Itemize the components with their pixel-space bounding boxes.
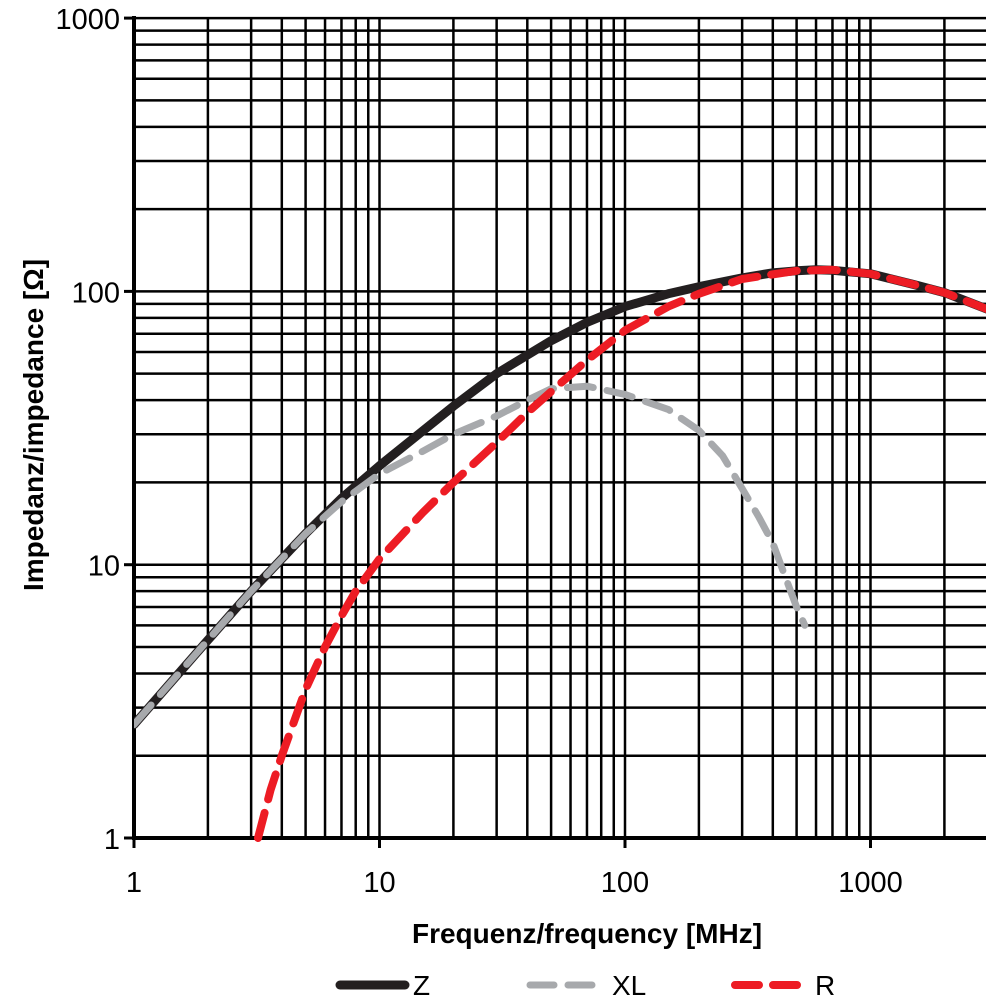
series-line-xl (134, 382, 809, 729)
x-tick-label: 1 (126, 867, 142, 899)
legend: Z XL R (335, 970, 835, 998)
legend-label-z: Z (413, 970, 430, 998)
legend-label-r: R (815, 970, 835, 998)
y-tick-label: 100 (72, 277, 120, 309)
grid-lines (132, 16, 986, 840)
y-tick-label: 1 (104, 824, 120, 856)
series-layer (134, 265, 986, 842)
x-tick-label: 1000 (838, 867, 903, 899)
axes (124, 16, 986, 848)
legend-label-xl: XL (612, 970, 646, 998)
series-line-r (254, 265, 986, 842)
y-axis-title: Impedanz/impedance [Ω] (18, 259, 49, 591)
y-tick-label: 1000 (55, 4, 120, 36)
y-tick-label: 10 (88, 551, 120, 583)
tick-labels: 1 10 100 1000 1 10 100 1000 (55, 4, 902, 899)
x-axis-title: Frequenz/frequency [MHz] (412, 918, 762, 949)
x-tick-label: 100 (601, 867, 649, 899)
x-tick-label: 10 (363, 867, 395, 899)
